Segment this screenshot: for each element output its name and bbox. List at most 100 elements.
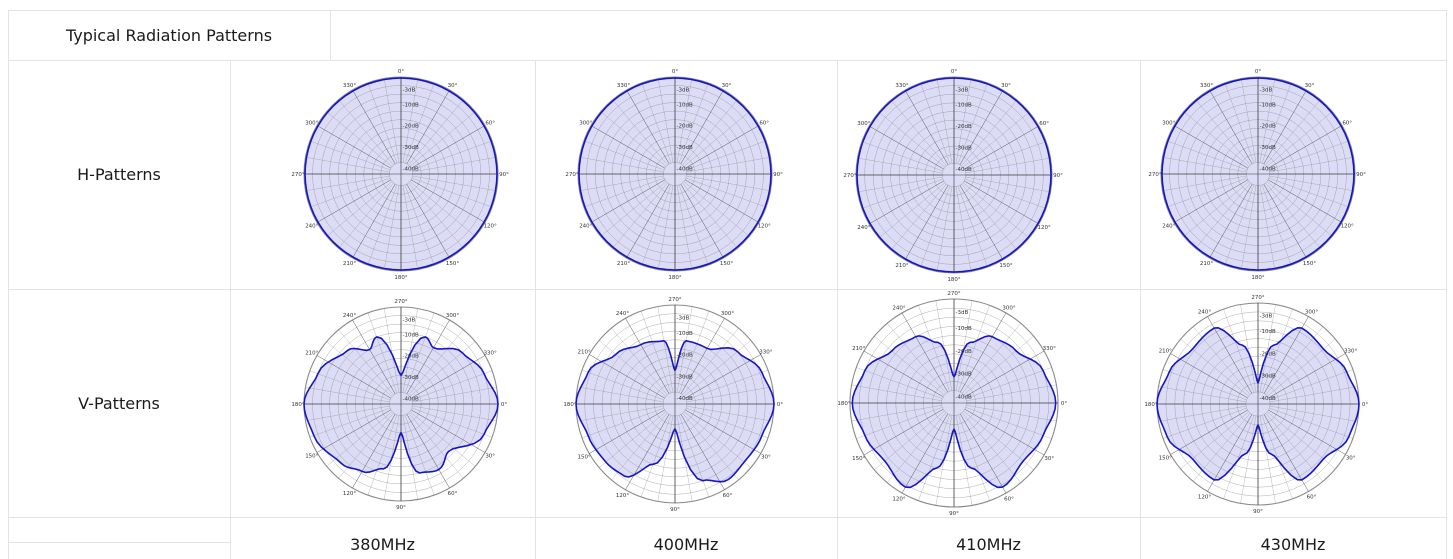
angle-label: 210° bbox=[1200, 261, 1213, 267]
h-pattern-chart-380: -3dB -10dB -20dB -30dB -40dB 0° 30° 60° 90° 120° 1… bbox=[291, 69, 509, 281]
grid-spoke bbox=[640, 310, 672, 393]
angle-label: 240° bbox=[305, 224, 318, 230]
db-label: -20dB bbox=[677, 124, 693, 130]
grid-spoke bbox=[404, 184, 435, 266]
angle-label: 90° bbox=[396, 505, 406, 511]
pattern-trace bbox=[578, 77, 772, 271]
angle-label: 330° bbox=[343, 83, 356, 89]
grid-spoke bbox=[936, 78, 953, 164]
grid-spoke bbox=[590, 179, 666, 223]
grid-spoke bbox=[678, 415, 710, 498]
grid-spoke bbox=[1158, 386, 1247, 403]
grid-spoke bbox=[856, 367, 943, 399]
angle-label: 60° bbox=[723, 493, 733, 499]
grid-spoke bbox=[641, 184, 672, 266]
angle-label: 180° bbox=[1251, 275, 1264, 281]
grid-spoke bbox=[958, 414, 990, 501]
grid-spoke bbox=[309, 177, 391, 208]
db-label: -30dB bbox=[956, 146, 972, 152]
grid-spoke bbox=[965, 157, 1051, 174]
db-label: -3dB bbox=[677, 87, 690, 93]
grid-spoke bbox=[384, 185, 400, 270]
db-label: -30dB bbox=[677, 145, 693, 151]
angle-label: 120° bbox=[484, 224, 497, 230]
angle-label: 150° bbox=[999, 263, 1012, 269]
grid-spoke bbox=[851, 384, 942, 401]
angle-label: 150° bbox=[577, 455, 590, 461]
grid-spoke bbox=[965, 367, 1052, 399]
angle-label: 120° bbox=[892, 496, 905, 502]
grid-spoke bbox=[1269, 407, 1353, 439]
grid-spoke bbox=[964, 180, 1040, 225]
angle-label: 150° bbox=[446, 261, 459, 267]
grid-spoke bbox=[402, 308, 418, 393]
angle-label: 60° bbox=[1307, 495, 1317, 501]
angle-label: 30° bbox=[448, 83, 458, 89]
grid-spoke bbox=[611, 328, 668, 395]
db-label: -30dB bbox=[403, 145, 419, 151]
grid-spoke bbox=[1269, 405, 1358, 422]
grid-spoke bbox=[367, 82, 398, 164]
grid-spoke bbox=[920, 186, 951, 268]
frequency-label-380: 380MHz bbox=[350, 535, 415, 554]
grid-spoke bbox=[305, 387, 390, 403]
grid-spoke bbox=[680, 89, 724, 165]
grid-spoke bbox=[352, 319, 396, 395]
grid-spoke bbox=[1240, 415, 1257, 504]
grid-spoke bbox=[402, 185, 418, 270]
grid-spoke bbox=[579, 157, 664, 173]
grid-spoke bbox=[1170, 353, 1248, 399]
grid-spoke bbox=[657, 306, 674, 393]
pattern-trace bbox=[851, 335, 1057, 489]
grid-line bbox=[8, 10, 1446, 11]
grid-spoke bbox=[959, 312, 1007, 393]
db-label: -10dB bbox=[677, 102, 693, 108]
grid-spoke bbox=[683, 111, 750, 167]
grid-spoke bbox=[412, 157, 497, 173]
grid-spoke bbox=[685, 140, 767, 171]
grid-spoke bbox=[868, 180, 944, 225]
grid-spoke bbox=[959, 89, 1004, 165]
grid-spoke bbox=[686, 369, 769, 401]
grid-spoke bbox=[599, 411, 666, 468]
grid-spoke bbox=[965, 407, 1052, 439]
grid-spoke bbox=[966, 384, 1057, 401]
grid-spoke bbox=[384, 78, 400, 163]
angle-label: 300° bbox=[446, 313, 459, 319]
grid-line bbox=[535, 60, 536, 559]
db-label: -40dB bbox=[956, 395, 972, 401]
grid-spoke bbox=[625, 318, 670, 394]
pattern-trace bbox=[575, 340, 775, 483]
grid-spoke bbox=[1183, 181, 1250, 237]
grid-spoke bbox=[963, 336, 1034, 396]
angle-label: 150° bbox=[720, 261, 733, 267]
grid-spoke bbox=[316, 355, 392, 399]
grid-spoke bbox=[1209, 183, 1253, 259]
grid-spoke bbox=[1261, 184, 1292, 266]
grid-spoke bbox=[352, 413, 396, 489]
grid-spoke bbox=[305, 405, 390, 421]
db-label: -40dB bbox=[1260, 166, 1276, 172]
grid-spoke bbox=[411, 177, 493, 208]
angle-label: 90° bbox=[773, 172, 783, 178]
angle-label: 330° bbox=[1344, 349, 1357, 355]
angle-label: 60° bbox=[1039, 121, 1049, 127]
grid-line bbox=[8, 289, 1446, 290]
angle-label: 60° bbox=[485, 121, 495, 127]
angle-label: 180° bbox=[394, 275, 407, 281]
grid-spoke bbox=[338, 182, 394, 249]
db-label: -10dB bbox=[403, 102, 419, 108]
grid-spoke bbox=[1166, 140, 1248, 171]
grid-spoke bbox=[352, 183, 396, 259]
grid-spoke bbox=[411, 407, 493, 438]
grid-spoke bbox=[901, 312, 949, 393]
db-label: -30dB bbox=[1260, 145, 1276, 151]
grid-spoke bbox=[861, 178, 943, 209]
angle-label: 240° bbox=[1198, 309, 1211, 315]
grid-spoke bbox=[626, 89, 670, 165]
angle-label: 180° bbox=[1144, 402, 1157, 408]
grid-spoke bbox=[657, 415, 674, 502]
grid-spoke bbox=[955, 186, 972, 272]
grid-spoke bbox=[352, 89, 396, 165]
grid-spoke bbox=[1265, 99, 1321, 166]
